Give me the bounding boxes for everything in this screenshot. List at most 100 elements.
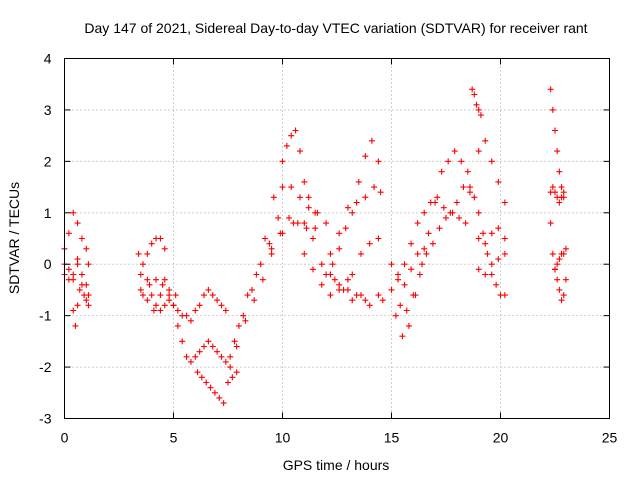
data-point bbox=[290, 220, 297, 227]
series-C2 bbox=[231, 184, 330, 345]
data-point bbox=[432, 199, 439, 206]
data-point bbox=[292, 127, 299, 134]
series-G1 bbox=[547, 86, 567, 201]
data-point bbox=[371, 184, 378, 191]
data-point bbox=[355, 178, 362, 185]
data-point bbox=[397, 302, 404, 309]
data-point bbox=[279, 230, 286, 237]
data-point bbox=[203, 379, 210, 386]
data-point bbox=[205, 338, 212, 345]
data-point bbox=[329, 261, 336, 268]
data-point bbox=[257, 261, 264, 268]
data-point bbox=[353, 199, 360, 206]
data-point bbox=[438, 168, 445, 175]
data-point bbox=[144, 276, 151, 283]
series-E3 bbox=[397, 209, 469, 314]
data-point bbox=[410, 292, 417, 299]
data-point bbox=[312, 225, 319, 232]
data-point bbox=[205, 286, 212, 293]
data-point bbox=[336, 230, 343, 237]
data-point bbox=[85, 302, 92, 309]
data-point bbox=[449, 209, 456, 216]
data-point bbox=[401, 281, 408, 288]
data-point bbox=[198, 374, 205, 381]
data-point bbox=[305, 204, 312, 211]
data-point bbox=[395, 271, 402, 278]
data-point bbox=[488, 158, 495, 165]
data-point bbox=[78, 271, 85, 278]
series-C3 bbox=[233, 214, 319, 350]
data-point bbox=[401, 261, 408, 268]
data-point bbox=[179, 338, 186, 345]
data-point bbox=[477, 112, 484, 119]
data-point bbox=[560, 292, 567, 299]
data-point bbox=[137, 286, 144, 293]
y-axis-label: SDTVAR / TECUs bbox=[6, 182, 22, 294]
data-point bbox=[244, 292, 251, 299]
data-point bbox=[227, 353, 234, 360]
y-tick-label: -3 bbox=[39, 411, 52, 427]
data-point bbox=[301, 250, 308, 257]
data-point bbox=[425, 230, 432, 237]
data-point bbox=[266, 240, 273, 247]
data-point bbox=[419, 261, 426, 268]
data-point bbox=[196, 348, 203, 355]
data-point bbox=[209, 292, 216, 299]
y-tick-label: 0 bbox=[44, 256, 52, 272]
data-point bbox=[342, 225, 349, 232]
data-point bbox=[288, 132, 295, 139]
data-point bbox=[462, 220, 469, 227]
data-point bbox=[296, 148, 303, 155]
data-point bbox=[139, 292, 146, 299]
data-point bbox=[405, 322, 412, 329]
data-point bbox=[495, 225, 502, 232]
data-point bbox=[423, 250, 430, 257]
data-point bbox=[395, 276, 402, 283]
data-point bbox=[399, 333, 406, 340]
data-point bbox=[466, 184, 473, 191]
data-point bbox=[310, 266, 317, 273]
data-point bbox=[74, 261, 81, 268]
data-point bbox=[303, 225, 310, 232]
data-point bbox=[375, 235, 382, 242]
y-tick-label: 1 bbox=[44, 205, 52, 221]
data-point bbox=[460, 184, 467, 191]
data-point bbox=[214, 297, 221, 304]
data-point bbox=[495, 256, 502, 263]
data-point bbox=[480, 230, 487, 237]
data-point bbox=[70, 307, 77, 314]
data-point bbox=[166, 286, 173, 293]
series-F2 bbox=[469, 86, 484, 119]
data-point bbox=[344, 276, 351, 283]
series-B1 bbox=[135, 250, 234, 371]
data-point bbox=[327, 250, 334, 257]
data-point bbox=[192, 353, 199, 360]
data-point bbox=[139, 261, 146, 268]
data-point bbox=[301, 220, 308, 227]
data-point bbox=[161, 245, 168, 252]
x-tick-label: 10 bbox=[275, 430, 291, 446]
data-point bbox=[429, 240, 436, 247]
data-point bbox=[259, 276, 266, 283]
data-point bbox=[150, 307, 157, 314]
data-point bbox=[554, 261, 561, 268]
series-C1 bbox=[227, 127, 319, 360]
series-E2 bbox=[392, 148, 471, 340]
series-A1 bbox=[61, 209, 92, 268]
series-F4 bbox=[475, 225, 508, 247]
data-point bbox=[392, 312, 399, 319]
data-point bbox=[340, 286, 347, 293]
series-D2 bbox=[327, 184, 384, 257]
series-D4 bbox=[349, 292, 386, 309]
data-point bbox=[403, 307, 410, 314]
data-point bbox=[270, 194, 277, 201]
data-point bbox=[475, 266, 482, 273]
data-point bbox=[65, 266, 72, 273]
data-point bbox=[74, 256, 81, 263]
data-point bbox=[148, 292, 155, 299]
data-point bbox=[501, 250, 508, 257]
data-point bbox=[549, 106, 556, 113]
data-point bbox=[183, 353, 190, 360]
data-point bbox=[207, 384, 214, 391]
